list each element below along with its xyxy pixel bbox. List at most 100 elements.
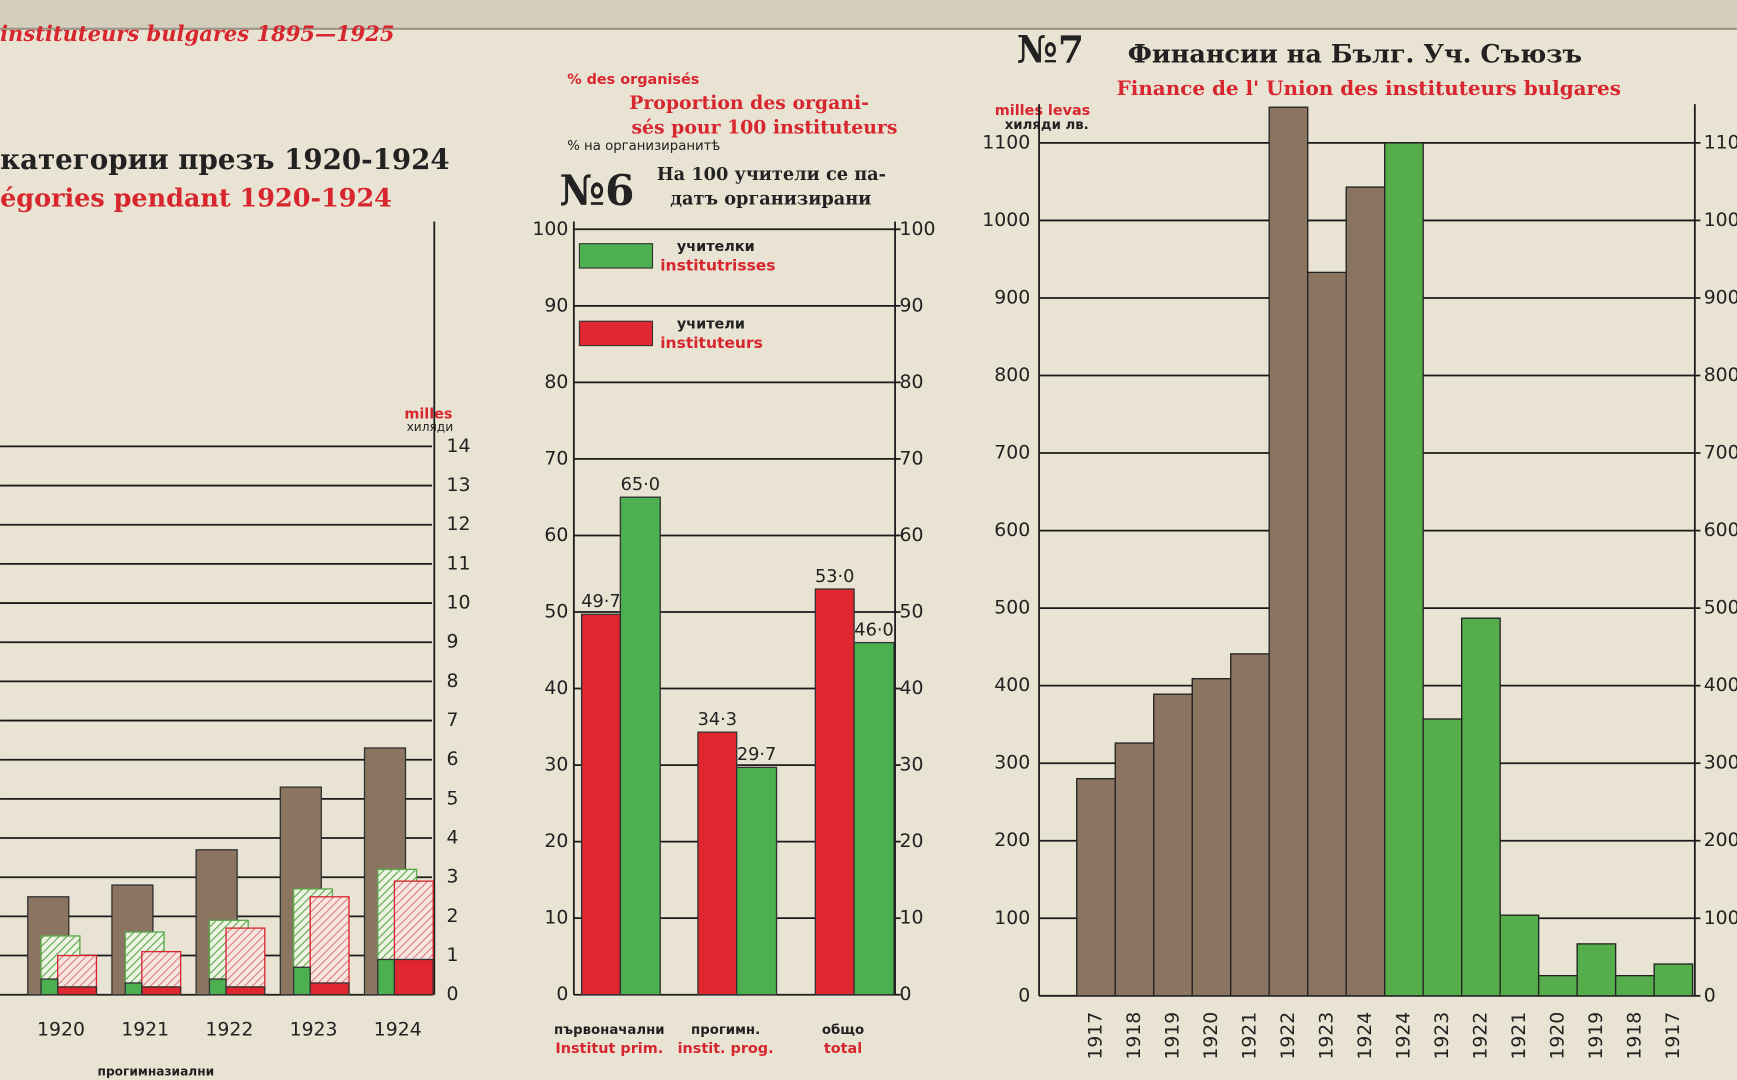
y2-tick-label: 600	[1704, 520, 1737, 541]
value-label: 46·0	[854, 620, 893, 640]
bar	[40, 978, 59, 996]
bar	[1114, 742, 1155, 997]
bar	[309, 982, 350, 996]
x-tick-label: 1920	[37, 1020, 85, 1041]
y-label: milles levas	[995, 103, 1090, 119]
bar	[57, 986, 98, 996]
y-tick-label: 12	[446, 514, 470, 535]
y2-tick-label: 60	[900, 525, 924, 546]
y-tick-label: 0	[1018, 985, 1030, 1006]
bar	[225, 927, 266, 996]
y2-tick-label: 1000	[1704, 210, 1737, 231]
y-tick-label: 400	[994, 675, 1030, 696]
y-tick-label: 70	[544, 448, 568, 469]
legend-label: учителки	[677, 239, 755, 255]
chart-number: №7	[1017, 28, 1084, 72]
y-tick-label: 30	[544, 755, 568, 776]
bar	[393, 958, 434, 996]
chart-subtitle: Finance de l' Union des instituteurs bul…	[1117, 76, 1621, 100]
x-tick-label: 1923	[1432, 1012, 1453, 1060]
y2-tick-label: 900	[1704, 287, 1737, 308]
y2-tick-label: 700	[1704, 443, 1737, 464]
bar	[208, 978, 227, 996]
y2-tick-label: 0	[1704, 985, 1716, 1006]
y-tick-label: 60	[544, 525, 568, 546]
value-label: 34·3	[698, 710, 737, 730]
x-tick-label: 1919	[1162, 1012, 1183, 1060]
bar	[1653, 963, 1694, 997]
x-tick-label: 1918	[1124, 1012, 1145, 1060]
bar	[1345, 186, 1386, 997]
bar	[1537, 974, 1578, 997]
bar	[1422, 718, 1463, 997]
y-label-bg: хиляди	[407, 420, 454, 434]
bar	[1614, 974, 1655, 997]
bar	[1268, 106, 1309, 997]
y2-tick-label: 300	[1704, 753, 1737, 774]
y-tick-label: 7	[446, 710, 458, 731]
bar	[853, 641, 895, 996]
y2-tick-label: 100	[900, 219, 936, 240]
legend-label-fr: institutrisses	[660, 256, 775, 274]
bar	[580, 613, 622, 996]
y-tick-label: 100	[532, 219, 568, 240]
y-tick-label: 600	[994, 520, 1030, 541]
legend-label: учители	[677, 317, 745, 333]
x-tick-label: 1919	[1586, 1012, 1607, 1060]
x-tick-label: прогимн.	[691, 1023, 760, 1038]
bar	[1191, 678, 1232, 997]
chart-title: Финансии на Бълг. Уч. Съюзъ	[1128, 39, 1582, 69]
x-tick-label: 1923	[1316, 1012, 1337, 1060]
unit-fr: % des organisés	[567, 72, 699, 88]
bar	[1576, 943, 1617, 997]
y2-tick-label: 80	[900, 372, 924, 393]
title-bg: На 100 учители се па-	[657, 164, 886, 185]
bar	[124, 982, 143, 996]
y-tick-label: 11	[446, 553, 470, 574]
y-tick-label: 100	[994, 908, 1030, 929]
bar	[377, 958, 396, 996]
x-tick-label-fr: instit. prog.	[678, 1041, 774, 1057]
bar	[697, 731, 738, 996]
bar	[1384, 142, 1424, 997]
unit-bg: % на организиранитѣ	[567, 139, 720, 154]
bar	[292, 966, 311, 996]
x-tick-label: 1924	[1355, 1012, 1376, 1060]
bar	[619, 496, 661, 996]
y-tick-label: 1000	[982, 210, 1030, 231]
top-band	[0, 0, 1737, 29]
y2-tick-label: 40	[900, 678, 924, 699]
y-tick-label: 1100	[982, 132, 1030, 153]
footnote: прогимназиални	[98, 1065, 215, 1079]
x-tick-label: 1922	[205, 1020, 253, 1041]
x-tick-label: 1920	[1547, 1012, 1568, 1060]
chart-title: категории презъ 1920-1924	[0, 143, 450, 176]
y-tick-label: 500	[994, 598, 1030, 619]
y-label-bg: хиляди лв.	[1005, 118, 1089, 133]
y2-tick-label: 100	[1704, 908, 1737, 929]
bar	[1230, 653, 1270, 997]
y-tick-label: 13	[446, 475, 470, 496]
x-tick-label: 1921	[1509, 1012, 1530, 1060]
y2-tick-label: 20	[900, 831, 924, 852]
bar	[736, 766, 778, 996]
y-label: milles	[404, 406, 452, 422]
chart-number: №6	[559, 165, 634, 215]
y-tick-label: 14	[446, 436, 470, 457]
y-tick-label: 50	[544, 602, 568, 623]
legend-swatch	[578, 243, 654, 269]
value-label: 29·7	[737, 745, 776, 765]
y2-tick-label: 0	[900, 984, 912, 1005]
bar	[1461, 617, 1501, 997]
legend-label-fr: instituteurs	[660, 334, 763, 352]
x-tick-label: 1924	[1393, 1012, 1414, 1060]
y-tick-label: 2	[446, 906, 458, 927]
x-tick-label-fr: Institut prim.	[555, 1041, 663, 1057]
y-tick-label: 90	[544, 295, 568, 316]
bar	[1076, 778, 1116, 997]
y-tick-label: 1	[446, 945, 458, 966]
y-tick-label: 0	[446, 984, 458, 1005]
bar	[309, 896, 350, 996]
x-tick-label: 1922	[1470, 1012, 1491, 1060]
x-tick-label: 1923	[290, 1020, 338, 1041]
